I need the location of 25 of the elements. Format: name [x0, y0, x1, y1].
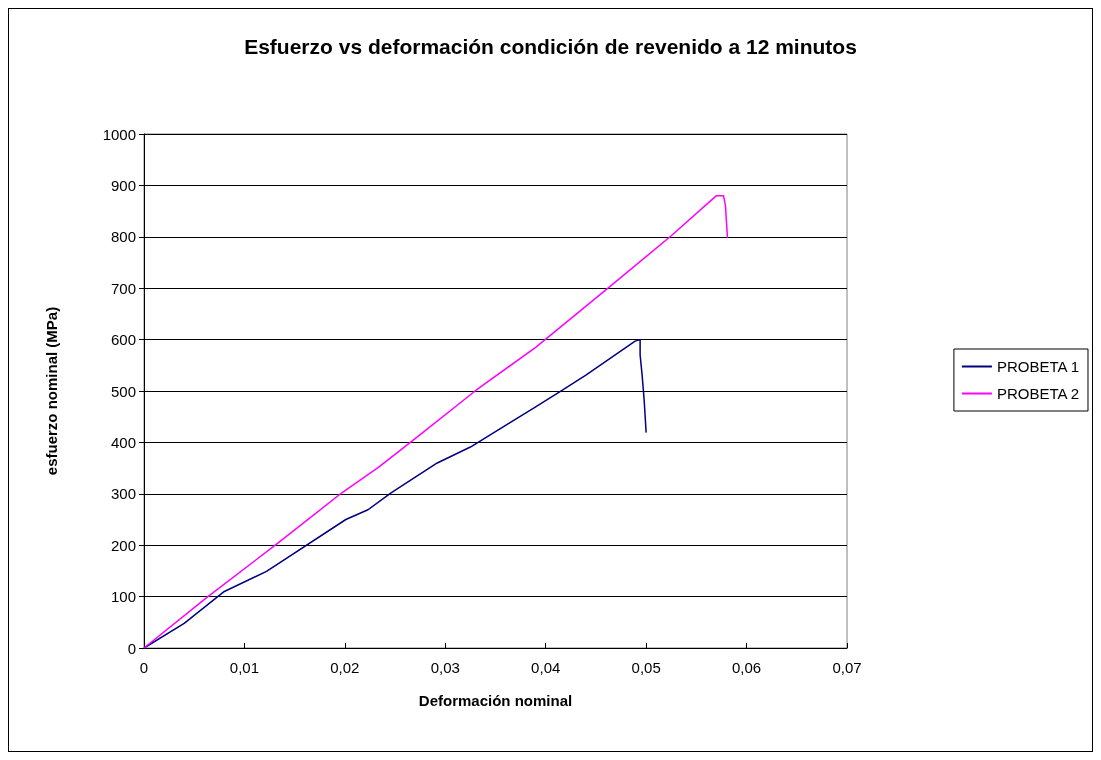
- x-tick-label: 0,03: [430, 659, 460, 676]
- y-axis-title: esfuerzo nominal (MPa): [43, 306, 60, 476]
- legend-label: PROBETA 1: [996, 358, 1080, 375]
- y-tick-label: 400: [110, 433, 136, 451]
- x-tick-label: 0,04: [531, 659, 561, 676]
- x-tick-label: 0,01: [229, 659, 260, 676]
- y-tick-label: 900: [110, 176, 136, 194]
- y-tick-label: 100: [110, 588, 136, 606]
- x-tick-label: 0: [139, 659, 149, 676]
- legend-label: PROBETA 2: [996, 385, 1080, 402]
- y-tick-label: 0: [127, 639, 136, 657]
- x-tick-label: 0,02: [330, 659, 360, 676]
- y-tick-label: 200: [110, 536, 136, 554]
- y-tick-label: 300: [110, 485, 136, 503]
- y-tick-label: 700: [110, 279, 136, 297]
- y-tick-label: 1000: [102, 125, 136, 143]
- x-tick-label: 0,07: [832, 659, 862, 676]
- line-series: [143, 194, 729, 649]
- x-axis-title: Deformación nominal: [418, 692, 573, 709]
- chart-title: Esfuerzo vs deformación condición de revenido a 12 minutos: [244, 35, 857, 58]
- x-tick-label: 0,05: [631, 659, 661, 676]
- y-tick-label: 500: [110, 382, 136, 400]
- y-tick-label: 600: [110, 331, 136, 349]
- y-tick-label: 800: [110, 228, 136, 246]
- x-tick-label: 0,06: [731, 659, 762, 676]
